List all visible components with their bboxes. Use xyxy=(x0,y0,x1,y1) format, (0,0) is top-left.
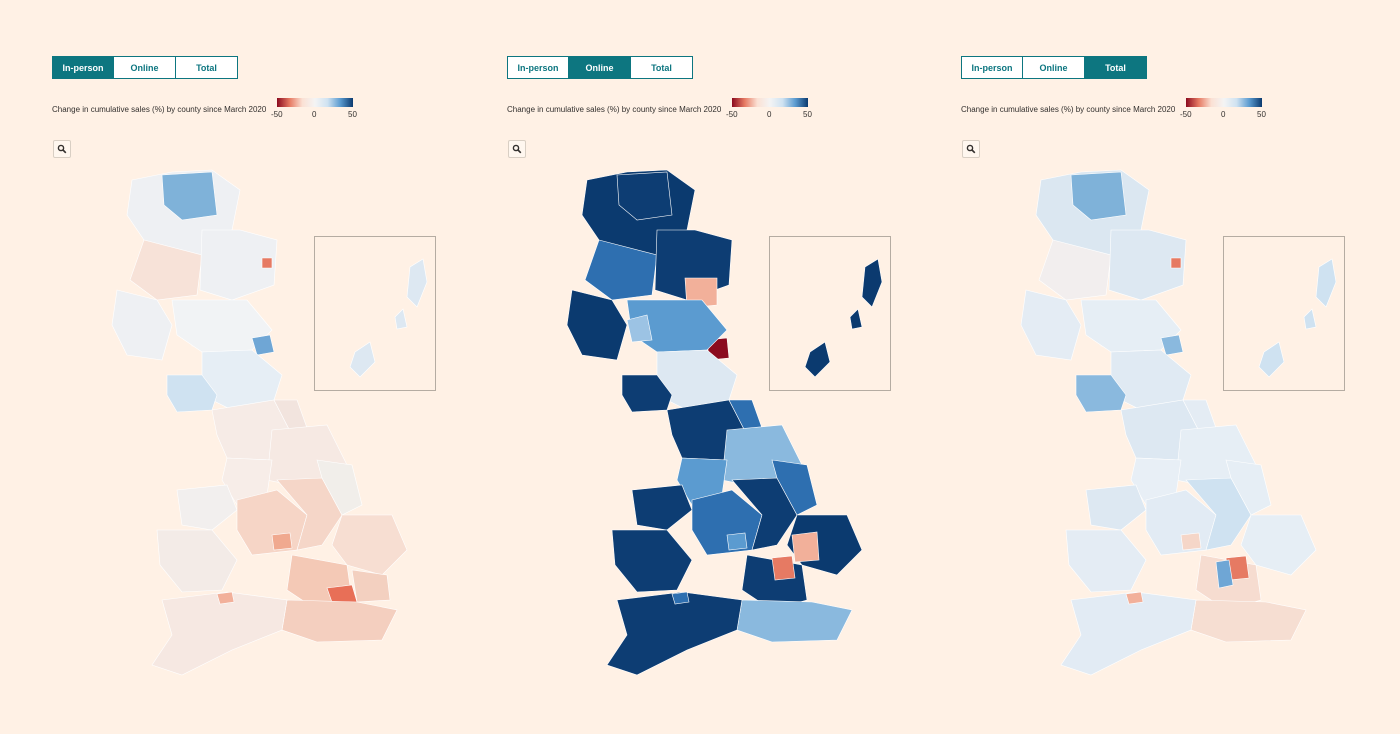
shetland-islands xyxy=(804,258,883,378)
region-lincolnshire[interactable] xyxy=(771,459,818,516)
legend-max-label: 50 xyxy=(348,110,357,119)
region-bristol[interactable] xyxy=(671,591,690,605)
region-east-lothian[interactable] xyxy=(251,334,275,356)
region-south-wales[interactable] xyxy=(1065,529,1147,593)
zoom-button[interactable] xyxy=(962,140,980,158)
tab-in-person[interactable]: In-person xyxy=(52,56,114,79)
shetland-inset xyxy=(769,236,891,391)
legend-color-scale xyxy=(732,98,808,107)
region-north-wales[interactable] xyxy=(631,484,693,531)
magnifier-icon xyxy=(57,144,67,154)
region-south-east[interactable] xyxy=(1190,599,1307,643)
region-aberdeen-city[interactable] xyxy=(261,257,273,269)
region-east-lothian[interactable] xyxy=(626,314,653,343)
shetland-inset xyxy=(314,236,436,391)
tab-total[interactable]: Total xyxy=(176,56,238,79)
tab-total[interactable]: Total xyxy=(1085,56,1147,79)
tab-online[interactable]: Online xyxy=(1023,56,1085,79)
region-south-wales[interactable] xyxy=(611,529,693,593)
region-east-anglia[interactable] xyxy=(1240,514,1317,576)
region-bristol[interactable] xyxy=(216,591,235,605)
region-north-wales[interactable] xyxy=(176,484,238,531)
shetland-inset xyxy=(1223,236,1345,391)
region-north-east-scotland[interactable] xyxy=(161,171,218,221)
region-east-lothian[interactable] xyxy=(1160,334,1184,356)
view-tabs: In-person Online Total xyxy=(52,56,238,79)
map-panel-total: In-person Online Total Change in cumulat… xyxy=(961,0,1400,734)
legend-max-label: 50 xyxy=(803,110,812,119)
zoom-button[interactable] xyxy=(508,140,526,158)
region-aberdeen[interactable] xyxy=(199,229,278,301)
region-central-highlands[interactable] xyxy=(1038,239,1112,301)
region-london[interactable] xyxy=(771,555,796,581)
tab-in-person[interactable]: In-person xyxy=(961,56,1023,79)
legend-title: Change in cumulative sales (%) by county… xyxy=(52,105,267,114)
legend-mid-label: 0 xyxy=(312,110,317,119)
region-birmingham[interactable] xyxy=(271,532,293,551)
region-north-east-scotland[interactable] xyxy=(616,171,673,221)
region-aberdeen-city[interactable] xyxy=(1170,257,1182,269)
region-essex[interactable] xyxy=(791,531,820,563)
region-aberdeen[interactable] xyxy=(1108,229,1187,301)
region-birmingham[interactable] xyxy=(726,532,748,551)
legend-min-label: -50 xyxy=(1180,110,1192,119)
region-central-highlands[interactable] xyxy=(584,239,658,301)
region-west-scotland[interactable] xyxy=(566,289,628,361)
legend-color-scale xyxy=(277,98,353,107)
legend-title: Change in cumulative sales (%) by county… xyxy=(961,105,1176,114)
region-birmingham[interactable] xyxy=(1180,532,1202,551)
region-bristol[interactable] xyxy=(1125,591,1144,605)
legend-min-label: -50 xyxy=(271,110,283,119)
region-essex[interactable] xyxy=(1215,559,1234,589)
region-essex[interactable] xyxy=(351,569,391,603)
legend-min-label: -50 xyxy=(726,110,738,119)
legend-max-label: 50 xyxy=(1257,110,1266,119)
tab-in-person[interactable]: In-person xyxy=(507,56,569,79)
uk-county-map xyxy=(1020,169,1317,676)
shetland-islands xyxy=(1258,258,1337,378)
map-panel-online: In-person Online Total Change in cumulat… xyxy=(507,0,947,734)
magnifier-icon xyxy=(512,144,522,154)
magnifier-icon xyxy=(966,144,976,154)
region-south-west[interactable] xyxy=(151,591,288,676)
shetland-islands xyxy=(349,258,428,378)
uk-county-map xyxy=(566,169,863,676)
region-west-scotland[interactable] xyxy=(111,289,173,361)
tab-total[interactable]: Total xyxy=(631,56,693,79)
region-central-highlands[interactable] xyxy=(129,239,203,301)
region-lincolnshire[interactable] xyxy=(1225,459,1272,516)
legend-title: Change in cumulative sales (%) by county… xyxy=(507,105,722,114)
map-panel-in-person: In-person Online Total Change in cumulat… xyxy=(52,0,492,734)
tab-online[interactable]: Online xyxy=(569,56,631,79)
legend-color-scale xyxy=(1186,98,1262,107)
region-south-west[interactable] xyxy=(1060,591,1197,676)
view-tabs: In-person Online Total xyxy=(961,56,1147,79)
region-south-east[interactable] xyxy=(281,599,398,643)
region-south-wales[interactable] xyxy=(156,529,238,593)
uk-county-map xyxy=(111,169,408,676)
region-west-scotland[interactable] xyxy=(1020,289,1082,361)
tab-online[interactable]: Online xyxy=(114,56,176,79)
region-north-east-scotland[interactable] xyxy=(1070,171,1127,221)
region-south-west[interactable] xyxy=(606,591,743,676)
view-tabs: In-person Online Total xyxy=(507,56,693,79)
zoom-button[interactable] xyxy=(53,140,71,158)
region-south-east[interactable] xyxy=(736,599,853,643)
region-north-wales[interactable] xyxy=(1085,484,1147,531)
legend-mid-label: 0 xyxy=(767,110,772,119)
legend-mid-label: 0 xyxy=(1221,110,1226,119)
region-lincolnshire[interactable] xyxy=(316,459,363,516)
